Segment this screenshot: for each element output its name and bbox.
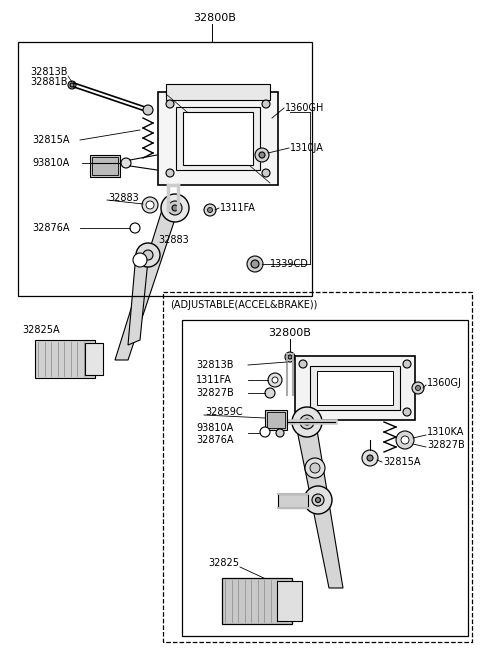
Circle shape [146, 201, 154, 209]
Circle shape [166, 100, 174, 108]
Circle shape [161, 194, 189, 222]
Bar [90, 155, 120, 177]
Text: 32876A: 32876A [196, 435, 233, 445]
Bar [183, 112, 253, 165]
Bar [295, 356, 415, 420]
Circle shape [262, 100, 270, 108]
Polygon shape [297, 430, 343, 588]
Bar [310, 366, 400, 410]
Text: 32881B: 32881B [30, 77, 68, 87]
Circle shape [207, 207, 213, 213]
Text: 1311FA: 1311FA [220, 203, 256, 213]
Bar [92, 157, 118, 175]
Circle shape [130, 223, 140, 233]
Circle shape [305, 458, 325, 478]
Circle shape [247, 256, 263, 272]
Text: 93810A: 93810A [32, 158, 69, 168]
Circle shape [262, 169, 270, 177]
Circle shape [304, 486, 332, 514]
Circle shape [315, 497, 321, 502]
Polygon shape [115, 210, 178, 360]
Circle shape [285, 352, 295, 362]
Text: 32815A: 32815A [32, 135, 70, 145]
Text: 32813B: 32813B [196, 360, 233, 370]
Polygon shape [128, 260, 148, 345]
Bar [222, 578, 292, 624]
Circle shape [260, 427, 270, 437]
Text: 1360GJ: 1360GJ [427, 378, 462, 388]
Bar [35, 340, 95, 378]
Circle shape [121, 158, 131, 168]
Circle shape [133, 253, 147, 267]
Circle shape [251, 260, 259, 268]
Bar [265, 410, 287, 430]
Circle shape [272, 377, 278, 383]
Text: 32813B: 32813B [30, 67, 68, 77]
Text: 32876A: 32876A [32, 223, 70, 233]
Bar [158, 92, 278, 185]
Text: 1360GH: 1360GH [285, 103, 324, 113]
Bar [176, 107, 260, 170]
Bar [278, 494, 308, 508]
Text: 1310JA: 1310JA [290, 143, 324, 153]
Text: 93810A: 93810A [196, 423, 233, 433]
Circle shape [312, 494, 324, 506]
Circle shape [166, 169, 174, 177]
Circle shape [403, 360, 411, 368]
Circle shape [403, 408, 411, 416]
Circle shape [412, 382, 424, 394]
Bar [18, 42, 312, 296]
Circle shape [142, 197, 158, 213]
Circle shape [255, 148, 269, 162]
Text: 32883: 32883 [158, 235, 189, 245]
Circle shape [310, 463, 320, 473]
Text: 1339CD: 1339CD [270, 259, 309, 269]
Bar [85, 343, 103, 375]
Text: 1311FA: 1311FA [196, 375, 232, 385]
Circle shape [304, 419, 310, 425]
Circle shape [68, 81, 76, 89]
Circle shape [136, 243, 160, 267]
Text: 32827B: 32827B [427, 440, 465, 450]
Circle shape [143, 250, 153, 260]
Text: 32815A: 32815A [383, 457, 420, 467]
Text: 32827B: 32827B [196, 388, 234, 398]
Circle shape [300, 415, 314, 429]
Bar [317, 371, 393, 405]
Text: 32825: 32825 [208, 558, 239, 568]
Circle shape [70, 83, 74, 87]
Circle shape [299, 360, 307, 368]
Circle shape [299, 408, 307, 416]
Bar [166, 84, 270, 100]
Text: 32825A: 32825A [22, 325, 60, 335]
Circle shape [268, 373, 282, 387]
Circle shape [172, 205, 178, 211]
Bar [182, 320, 468, 636]
Circle shape [265, 388, 275, 398]
Circle shape [259, 152, 265, 158]
Text: 32800B: 32800B [193, 13, 236, 23]
Circle shape [396, 431, 414, 449]
Circle shape [143, 105, 153, 115]
Text: 32883: 32883 [108, 193, 139, 203]
Circle shape [367, 455, 373, 461]
Bar [267, 412, 285, 428]
Text: (ADJUSTABLE(ACCEL&BRAKE)): (ADJUSTABLE(ACCEL&BRAKE)) [170, 300, 317, 310]
Text: 32859C: 32859C [205, 407, 242, 417]
Bar [163, 292, 472, 642]
Circle shape [168, 201, 182, 215]
Circle shape [292, 407, 322, 437]
Text: 1310KA: 1310KA [427, 427, 464, 437]
Circle shape [288, 355, 292, 359]
Bar [277, 581, 302, 621]
Circle shape [362, 450, 378, 466]
Circle shape [276, 429, 284, 437]
Text: 32800B: 32800B [269, 328, 312, 338]
Circle shape [416, 386, 420, 390]
Circle shape [401, 436, 409, 444]
Circle shape [204, 204, 216, 216]
